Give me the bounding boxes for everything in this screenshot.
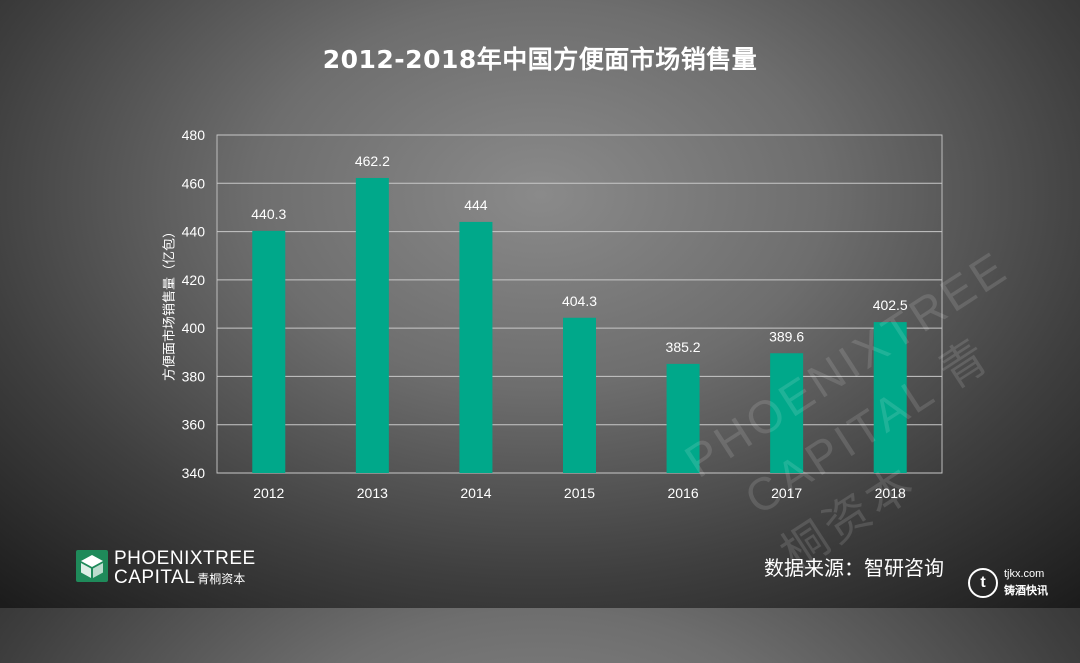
y-tick-label: 480 xyxy=(182,127,206,143)
data-label: 385.2 xyxy=(666,339,701,355)
y-axis-label: 方便面市场销售量（亿包） xyxy=(162,224,178,382)
x-tick-label: 2017 xyxy=(771,485,802,501)
x-tick-label: 2018 xyxy=(875,485,906,501)
x-tick-label: 2012 xyxy=(253,485,284,501)
y-tick-label: 420 xyxy=(182,272,206,288)
chart-title: 2012-2018年中国方便面市场销售量 xyxy=(322,45,758,74)
y-tick-label: 360 xyxy=(182,417,206,433)
x-tick-label: 2014 xyxy=(460,485,491,501)
site-badge-name: 铸酒快讯 xyxy=(1004,584,1048,597)
data-label: 440.3 xyxy=(251,206,286,222)
bar xyxy=(355,177,389,473)
data-label: 389.6 xyxy=(769,328,804,344)
bar xyxy=(459,221,493,473)
site-badge-icon: t xyxy=(968,568,998,598)
bar xyxy=(252,230,286,473)
logo-text-capital: CAPITAL xyxy=(114,567,196,588)
site-badge-domain: tjkx.com xyxy=(1004,568,1045,580)
data-label: 402.5 xyxy=(873,297,908,313)
y-tick-label: 460 xyxy=(182,175,206,191)
bar xyxy=(770,353,804,473)
data-source: 数据来源：智研咨询 xyxy=(764,556,944,580)
logo-text-line1: PHOENIXTREE xyxy=(114,548,256,569)
data-label: 404.3 xyxy=(562,293,597,309)
y-tick-label: 440 xyxy=(182,224,206,240)
bar xyxy=(563,317,596,473)
bar-chart: 340 360 380 400 420 440 460 480 440.3 2012 462.2 20… xyxy=(182,127,943,501)
data-label: 444 xyxy=(464,197,488,213)
y-tick-label: 380 xyxy=(182,368,206,384)
bar xyxy=(873,322,907,473)
logo-text-line2: CAPITAL 青桐资本 xyxy=(114,567,245,589)
data-label: 462.2 xyxy=(355,153,390,169)
x-tick-label: 2015 xyxy=(564,485,595,501)
x-tick-label: 2016 xyxy=(667,485,698,501)
x-tick-label: 2013 xyxy=(357,485,388,501)
site-badge: t tjkx.com 铸酒快讯 xyxy=(968,566,1058,602)
logo-text-chinese: 青桐资本 xyxy=(197,572,246,586)
logo-mark-icon xyxy=(76,550,108,582)
y-tick-label: 400 xyxy=(182,320,206,336)
bar xyxy=(666,363,700,473)
y-tick-label: 340 xyxy=(182,465,206,481)
